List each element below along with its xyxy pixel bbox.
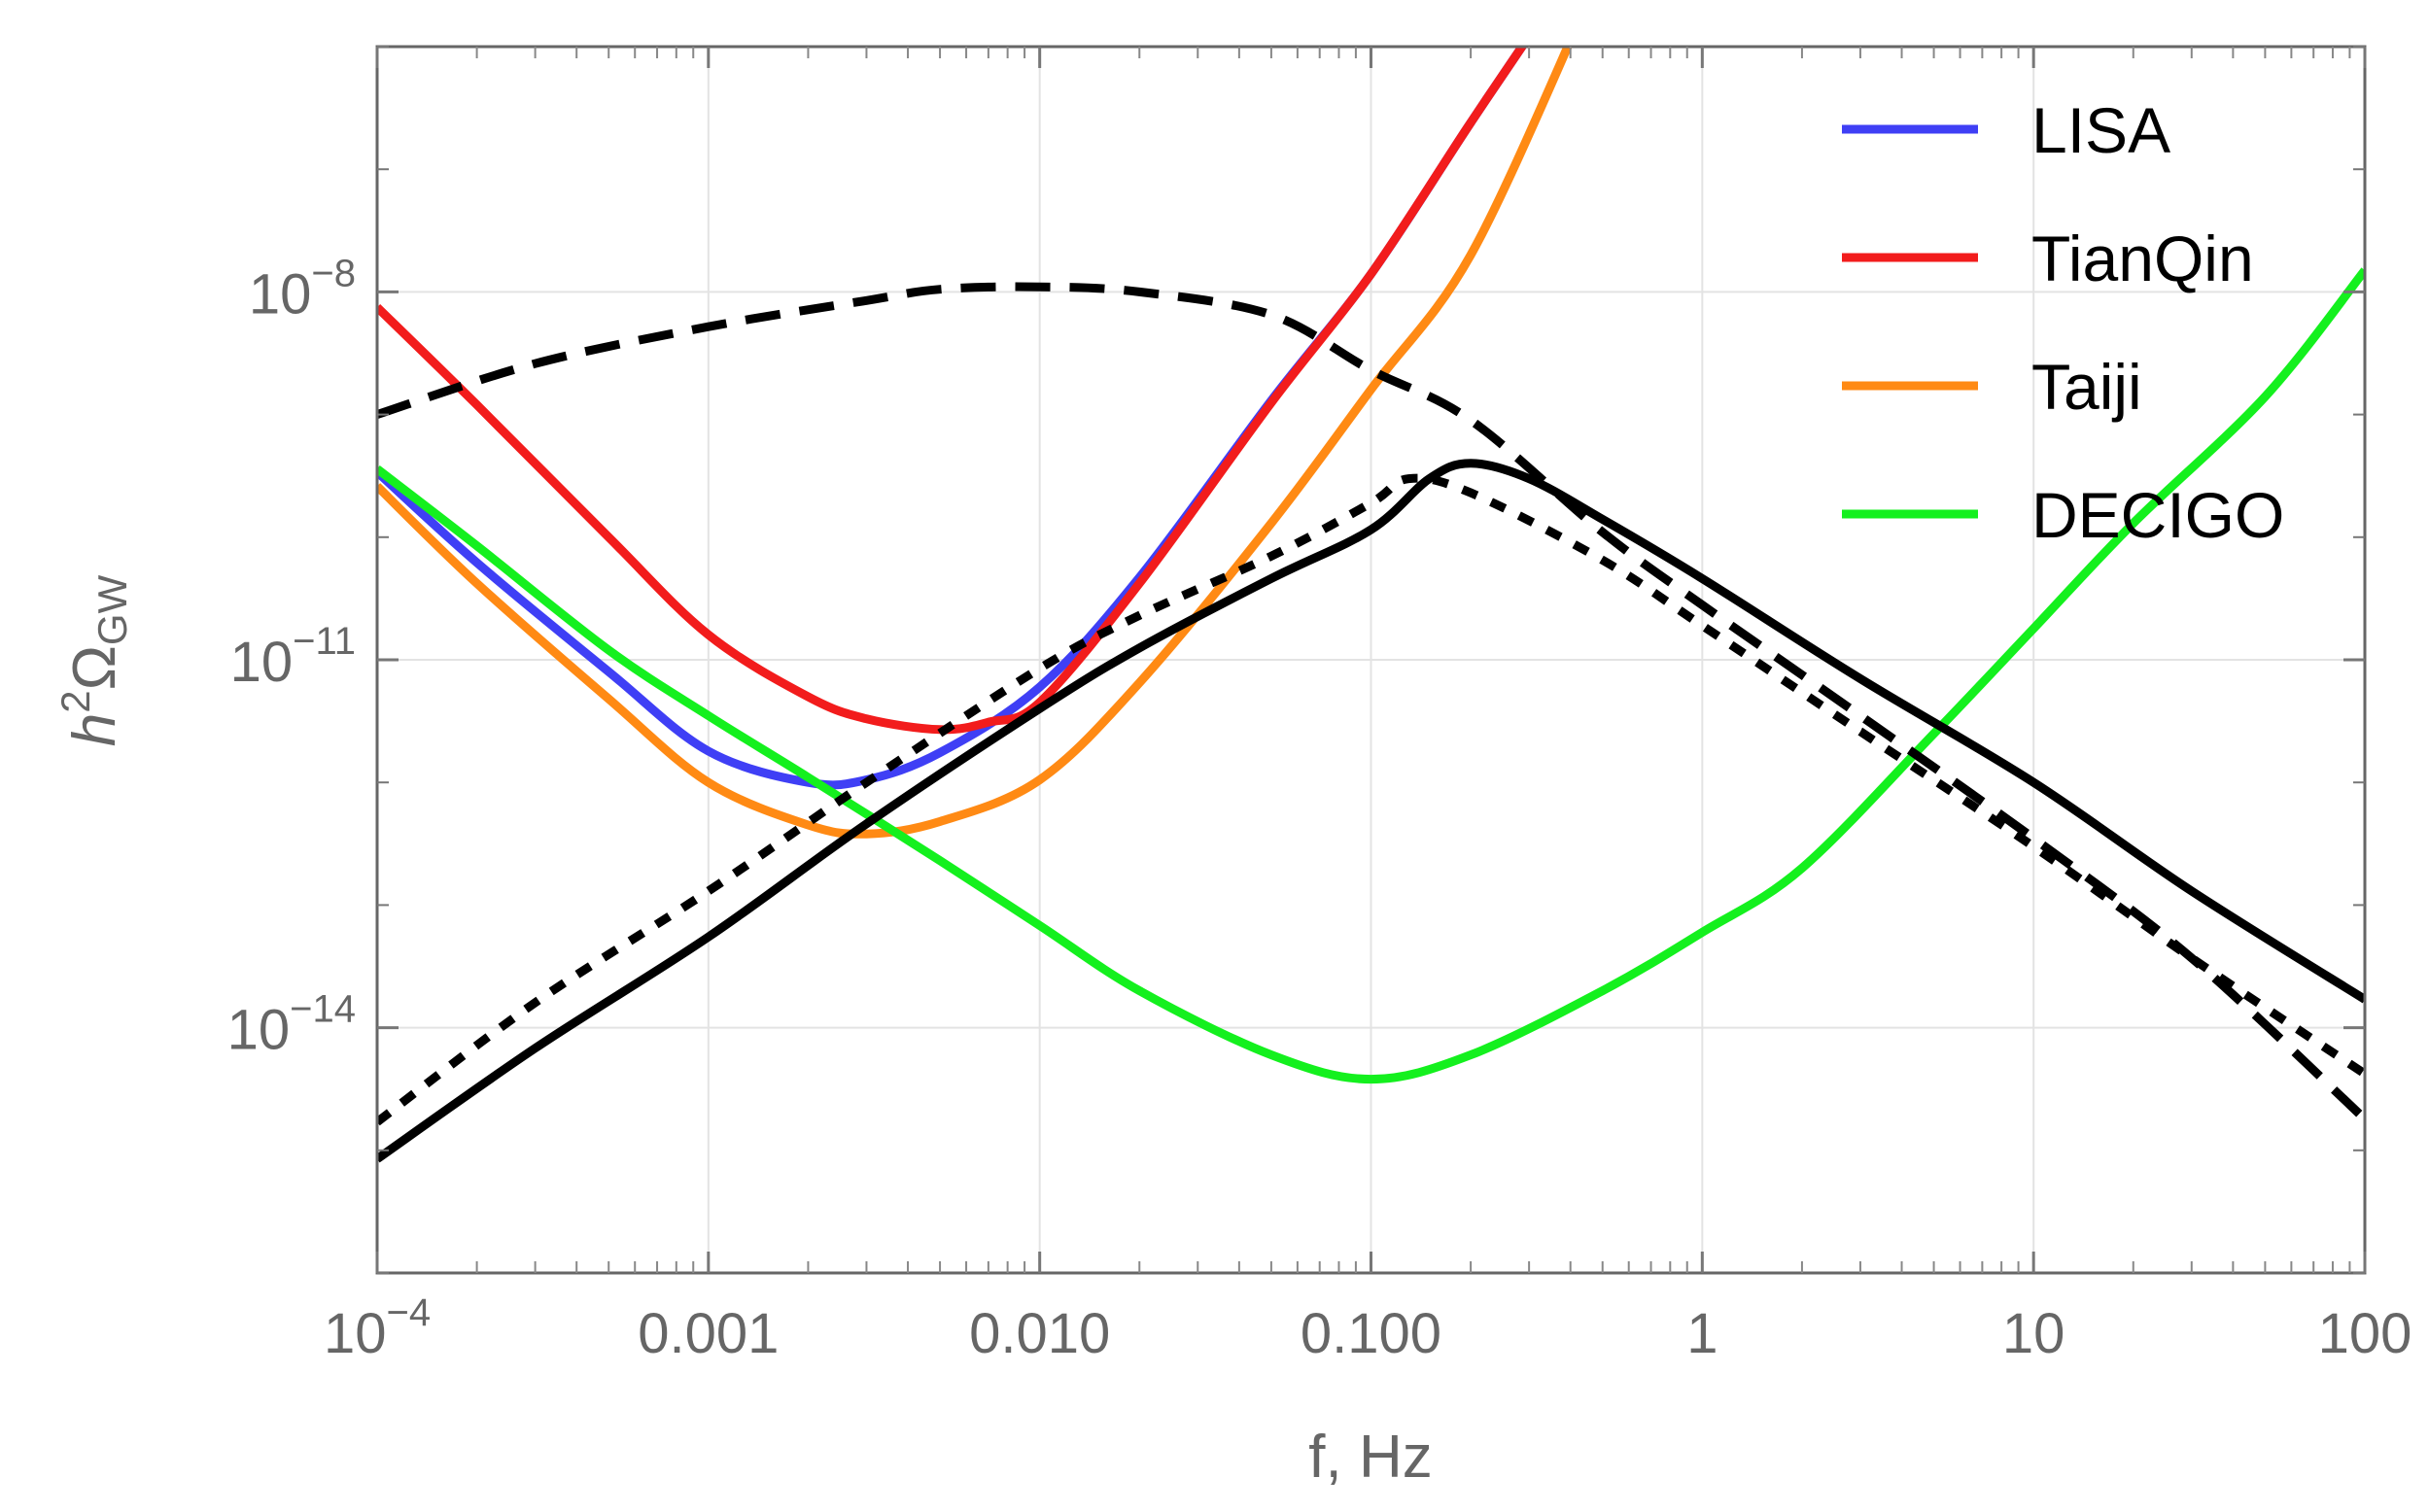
x-axis-title: f, Hz	[1308, 1424, 1432, 1491]
x-tick-label: 0.010	[969, 1302, 1110, 1365]
y-axis-title-main: Ω	[61, 645, 128, 690]
x-tick-label: 0.100	[1301, 1302, 1441, 1365]
legend-label-decigo: DECIGO	[2031, 479, 2284, 551]
y-axis-title: h2ΩGW	[52, 574, 135, 746]
x-tick-label: 10	[2002, 1302, 2065, 1365]
x-tick-label: 1	[1686, 1302, 1718, 1365]
legend: LISA TianQin Taiji DECIGO	[1842, 94, 2284, 551]
y-tick-label: 10−8	[249, 252, 356, 326]
y-tick-label-base: 10	[227, 999, 291, 1062]
x-tick-label-exp: −4	[386, 1291, 431, 1334]
x-tick-label: 10−4	[324, 1291, 431, 1365]
legend-label-taiji: Taiji	[2031, 351, 2142, 423]
series-line-black-dotted	[377, 473, 2365, 1126]
legend-label-tianqin: TianQin	[2031, 223, 2254, 294]
series-line-black-dashed	[377, 282, 2365, 1122]
x-tick-label: 100	[2318, 1302, 2412, 1365]
y-tick-label-exp: −8	[311, 252, 356, 294]
series-line-decigo	[377, 267, 2365, 1084]
y-axis-title-sup: 2	[52, 690, 98, 712]
series-line-black-solid	[377, 459, 2365, 1163]
x-tick-label-base: 10	[324, 1302, 387, 1365]
legend-label-lisa: LISA	[2031, 94, 2170, 166]
y-axis-title-sub: GW	[89, 574, 135, 645]
series-line-tianqin	[377, 47, 1528, 735]
series-group	[377, 47, 2365, 1163]
ticks	[375, 46, 2367, 1274]
y-tick-label-exp: −11	[293, 620, 356, 663]
x-tick-label: 0.001	[638, 1302, 779, 1365]
y-tick-label-exp: −14	[290, 988, 356, 1031]
y-tick-label: 10−11	[230, 620, 356, 694]
series-line-taiji	[377, 47, 1573, 839]
y-tick-label: 10−14	[227, 988, 356, 1062]
y-tick-label-base: 10	[249, 262, 312, 326]
y-axis-title-base: h	[61, 713, 128, 746]
y-tick-label-base: 10	[230, 631, 294, 694]
